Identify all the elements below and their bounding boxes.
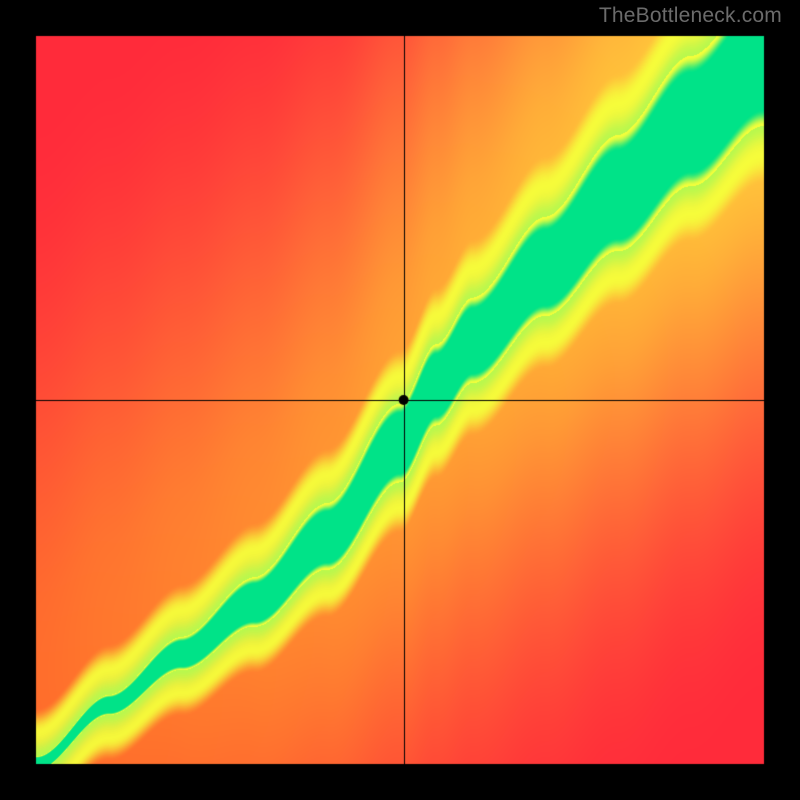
chart-container: TheBottleneck.com xyxy=(0,0,800,800)
watermark-text: TheBottleneck.com xyxy=(599,4,782,28)
bottleneck-heatmap-canvas xyxy=(0,0,800,800)
